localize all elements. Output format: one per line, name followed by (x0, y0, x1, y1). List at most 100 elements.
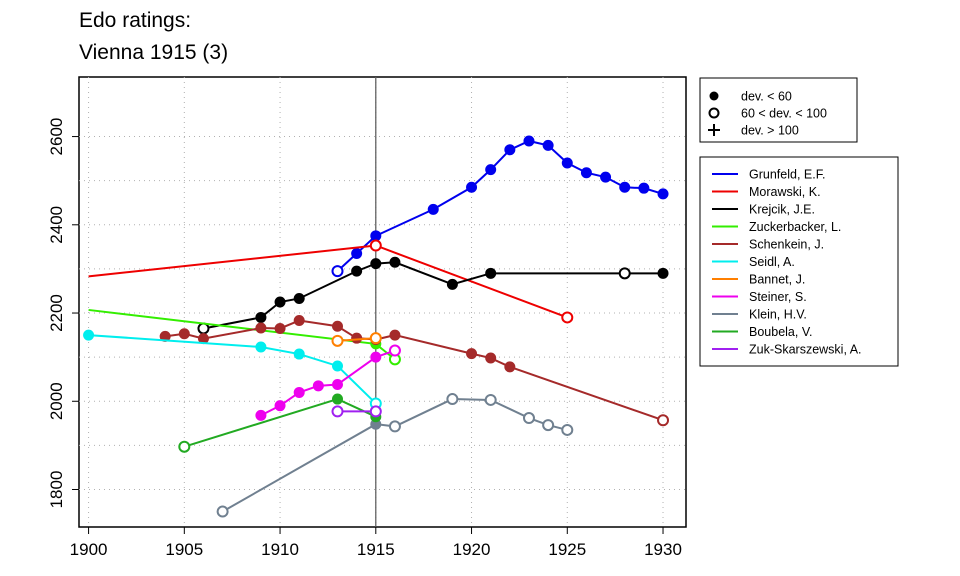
data-point (369, 405, 382, 418)
data-point (178, 440, 191, 453)
data-point (370, 351, 382, 363)
data-point (255, 311, 267, 323)
series-line (165, 319, 664, 422)
data-point (522, 412, 535, 425)
series-1 (88, 239, 574, 324)
data-point (561, 157, 573, 169)
legend-entry: Klein, H.V. (749, 308, 807, 322)
legend-entry: Bannet, J. (749, 273, 805, 287)
data-point (523, 135, 535, 147)
series-8 (216, 393, 574, 518)
data-point (332, 379, 344, 390)
legend-entry: Zuk-Skarszewski, A. (749, 343, 862, 357)
data-point (274, 296, 286, 308)
marker-legend-box (699, 77, 858, 143)
data-point (388, 344, 401, 357)
legend-entry: Krejcik, J.E. (749, 203, 815, 217)
y-tick-label: 2600 (47, 118, 66, 156)
marker-legend-label: dev. < 60 (741, 90, 792, 104)
data-point (485, 164, 497, 176)
data-point (332, 360, 344, 372)
data-point (351, 265, 363, 277)
data-point (332, 320, 344, 332)
data-point (388, 420, 401, 433)
data-point (580, 167, 592, 179)
series-line (88, 308, 396, 361)
marker-legend-label: 60 < dev. < 100 (741, 107, 827, 121)
data-point (504, 144, 516, 156)
data-point (446, 278, 458, 290)
x-tick-label: 1910 (261, 540, 299, 559)
data-point (332, 393, 344, 405)
legend-entry: Morawski, K. (749, 185, 821, 199)
plus-icon (708, 124, 720, 136)
series-10 (331, 405, 382, 418)
data-point (274, 322, 286, 334)
data-point (446, 393, 459, 406)
data-point (466, 181, 478, 193)
data-point (293, 292, 305, 304)
series-line (88, 334, 377, 405)
data-point (351, 332, 363, 344)
x-tick-label: 1915 (357, 540, 395, 559)
series-line (336, 139, 664, 272)
data-point (427, 203, 439, 215)
series-0 (331, 135, 669, 278)
data-point (485, 352, 497, 364)
data-point (331, 334, 344, 347)
plot-frame (78, 76, 687, 528)
data-point (255, 409, 267, 421)
x-tick-label: 1925 (548, 540, 586, 559)
data-point (657, 414, 670, 427)
legend-entry: Steiner, S. (749, 290, 807, 304)
series-layer (83, 135, 670, 518)
legend-entry: Grunfeld, E.F. (749, 168, 825, 182)
data-point (331, 405, 344, 418)
marker-legend: dev. < 60 60 < dev. < 100 dev. > 100 (699, 77, 858, 143)
series-line (88, 244, 568, 319)
data-point (159, 330, 171, 342)
data-point (600, 171, 612, 183)
data-point (484, 393, 497, 406)
data-point (618, 267, 631, 280)
y-tick-label: 2400 (47, 206, 66, 244)
data-point (389, 329, 401, 341)
data-point (369, 239, 382, 252)
series-7 (255, 344, 401, 421)
legend-entry: Boubela, V. (749, 325, 812, 339)
data-point (657, 267, 669, 279)
data-point (274, 400, 286, 412)
data-point (370, 230, 382, 242)
data-point (638, 182, 650, 194)
data-point (466, 348, 478, 360)
y-tick-label: 2000 (47, 382, 66, 420)
data-point (561, 423, 574, 436)
x-tick-label: 1920 (453, 540, 491, 559)
data-point (657, 188, 669, 200)
data-point (216, 505, 229, 518)
series-6 (331, 332, 382, 347)
data-point (312, 380, 324, 392)
data-point (504, 361, 516, 373)
data-point (561, 311, 574, 324)
filled-circle-icon (709, 91, 719, 101)
data-point (293, 315, 305, 327)
series-line (203, 261, 664, 330)
marker-legend-label: dev. > 100 (741, 124, 799, 138)
data-point (255, 322, 267, 334)
series-line (337, 337, 376, 342)
data-point (485, 267, 497, 279)
data-point (178, 328, 190, 340)
legend-entry: Schenkein, J. (749, 238, 824, 252)
y-tick-label: 1800 (47, 471, 66, 509)
data-point (542, 419, 555, 432)
data-point (351, 247, 363, 259)
legend-entry: Zuckerbacker, L. (749, 220, 841, 234)
axes: 1900 1905 1910 1915 1920 1925 1930 1800 2000 2200… (47, 118, 682, 559)
data-point (293, 386, 305, 398)
series-line (222, 398, 568, 513)
x-tick-label: 1905 (165, 540, 203, 559)
data-point (542, 139, 554, 151)
series-legend: Grunfeld, E.F. Morawski, K. Krejcik, J.E. Z… (699, 156, 899, 367)
